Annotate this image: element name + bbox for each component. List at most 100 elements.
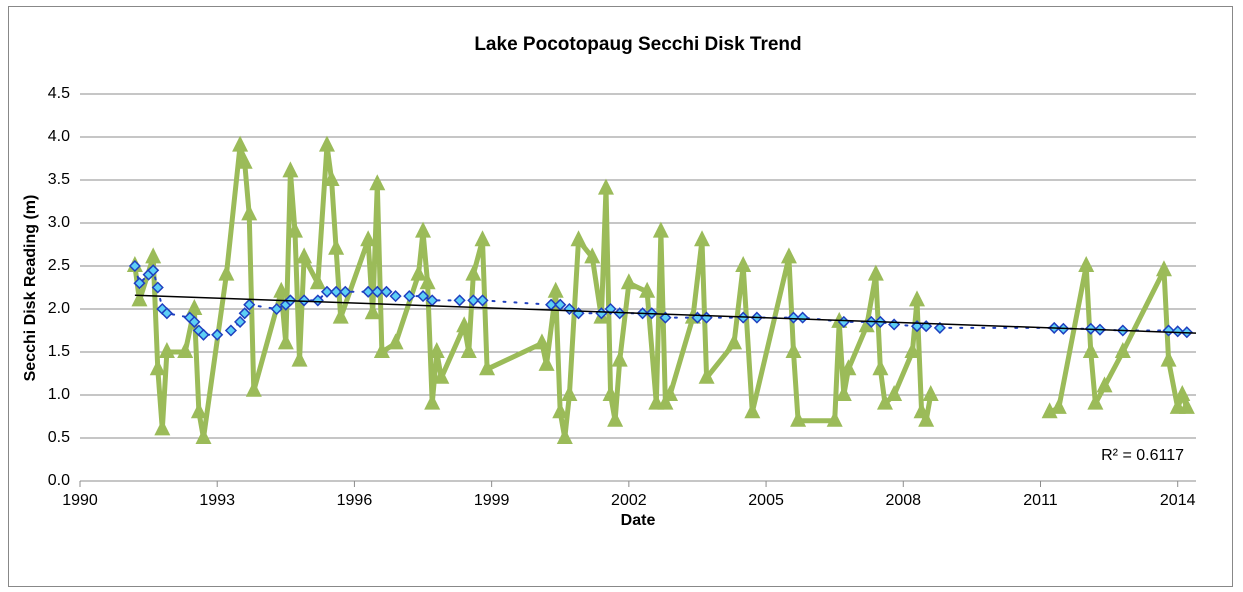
trendline: [134, 294, 1197, 334]
triangle-marker: [602, 385, 619, 401]
diamond-marker: [476, 294, 489, 307]
diamond-marker: [416, 290, 430, 303]
triangle-marker: [1050, 397, 1067, 414]
triangle-marker: [918, 410, 935, 427]
diamond-marker: [298, 294, 311, 307]
diamond-marker: [151, 281, 164, 294]
triangle-marker: [479, 359, 496, 376]
triangle-marker: [597, 178, 614, 195]
triangle-marker: [570, 230, 587, 247]
triangle-marker: [1160, 350, 1177, 367]
triangle-marker: [145, 247, 162, 264]
diamond-marker: [234, 315, 247, 328]
y-tick-label: 1.0: [48, 386, 70, 403]
triangle-marker: [698, 367, 715, 384]
x-tick-label: 1993: [199, 492, 235, 509]
triangle-marker: [652, 221, 669, 238]
triangle-marker: [1178, 397, 1195, 414]
diamond-marker: [188, 315, 201, 328]
triangle-marker: [785, 342, 802, 358]
diamond-marker: [238, 307, 251, 320]
triangle-marker: [1082, 342, 1099, 358]
triangle-marker: [826, 410, 843, 427]
triangle-marker: [131, 290, 148, 307]
diamond-marker: [787, 311, 800, 324]
diamond-marker: [362, 285, 375, 298]
triangle-marker: [309, 273, 326, 290]
triangle-marker: [428, 342, 445, 358]
x-tick-label: 2002: [611, 492, 647, 509]
triangle-marker: [904, 342, 921, 358]
triangle-marker: [456, 316, 473, 333]
triangle-marker: [1174, 385, 1191, 401]
triangle-marker: [726, 333, 743, 350]
triangle-marker: [620, 273, 637, 290]
triangle-marker: [607, 410, 624, 427]
triangle-marker: [241, 204, 258, 221]
diamond-marker: [133, 277, 146, 290]
x-tick-label: 1996: [337, 492, 373, 509]
diamond-marker: [147, 264, 160, 277]
y-tick-label: 0.0: [48, 472, 70, 489]
diamond-marker: [330, 285, 343, 298]
triangle-marker: [922, 385, 939, 401]
triangle-marker: [538, 354, 555, 371]
triangle-marker: [1096, 376, 1113, 393]
triangle-marker: [433, 367, 450, 384]
y-tick-label: 2.0: [48, 300, 70, 317]
triangle-marker: [296, 247, 313, 264]
diamond-marker: [160, 307, 173, 320]
diamond-marker: [270, 302, 283, 316]
triangle-marker: [611, 350, 628, 367]
triangle-marker: [735, 256, 752, 272]
triangle-marker: [286, 221, 303, 238]
triangle-marker: [332, 307, 349, 324]
diamond-marker: [211, 328, 224, 341]
x-tick-label: 1990: [62, 492, 98, 509]
triangle-marker: [369, 174, 386, 191]
y-tick-label: 0.5: [48, 429, 70, 446]
triangle-marker: [1114, 342, 1131, 358]
triangle-marker: [245, 380, 262, 397]
triangle-marker: [533, 333, 550, 350]
triangle-marker: [154, 419, 171, 436]
triangle-marker: [744, 402, 761, 419]
triangle-marker: [657, 393, 674, 410]
triangle-marker: [387, 333, 404, 350]
triangle-marker: [867, 264, 884, 281]
y-tick-label: 1.5: [48, 343, 70, 360]
diamond-marker: [933, 321, 946, 334]
chart-border: [8, 6, 1233, 587]
triangle-marker: [291, 350, 308, 367]
diamond-marker: [320, 285, 334, 298]
triangle-marker: [780, 247, 797, 264]
triangle-marker: [790, 410, 807, 427]
triangle-marker: [158, 342, 175, 358]
triangle-marker: [1078, 256, 1095, 272]
triangle-marker: [1087, 393, 1104, 410]
triangle-marker: [328, 238, 345, 255]
triangle-marker: [858, 316, 875, 333]
triangle-marker: [552, 402, 569, 419]
diamond-marker: [403, 290, 416, 303]
y-tick-label: 2.5: [48, 257, 70, 274]
y-axis-title: Secchi Disk Reading (m): [22, 195, 39, 382]
diamond-marker: [796, 311, 809, 324]
triangle-marker: [584, 247, 601, 264]
triangle-marker: [323, 170, 340, 186]
triangle-marker: [318, 135, 335, 152]
triangle-marker: [694, 230, 711, 247]
x-tick-label: 2005: [748, 492, 784, 509]
triangle-marker: [410, 264, 427, 281]
diamond-marker: [197, 328, 210, 341]
triangle-marker: [556, 428, 573, 444]
triangle-marker: [547, 281, 564, 298]
triangle-marker: [465, 264, 482, 281]
triangle-marker: [195, 428, 212, 444]
x-tick-label: 2008: [885, 492, 921, 509]
triangle-marker: [282, 161, 299, 178]
diamond-marker: [380, 285, 393, 298]
diamond-marker: [339, 285, 352, 298]
triangle-marker: [149, 359, 166, 376]
